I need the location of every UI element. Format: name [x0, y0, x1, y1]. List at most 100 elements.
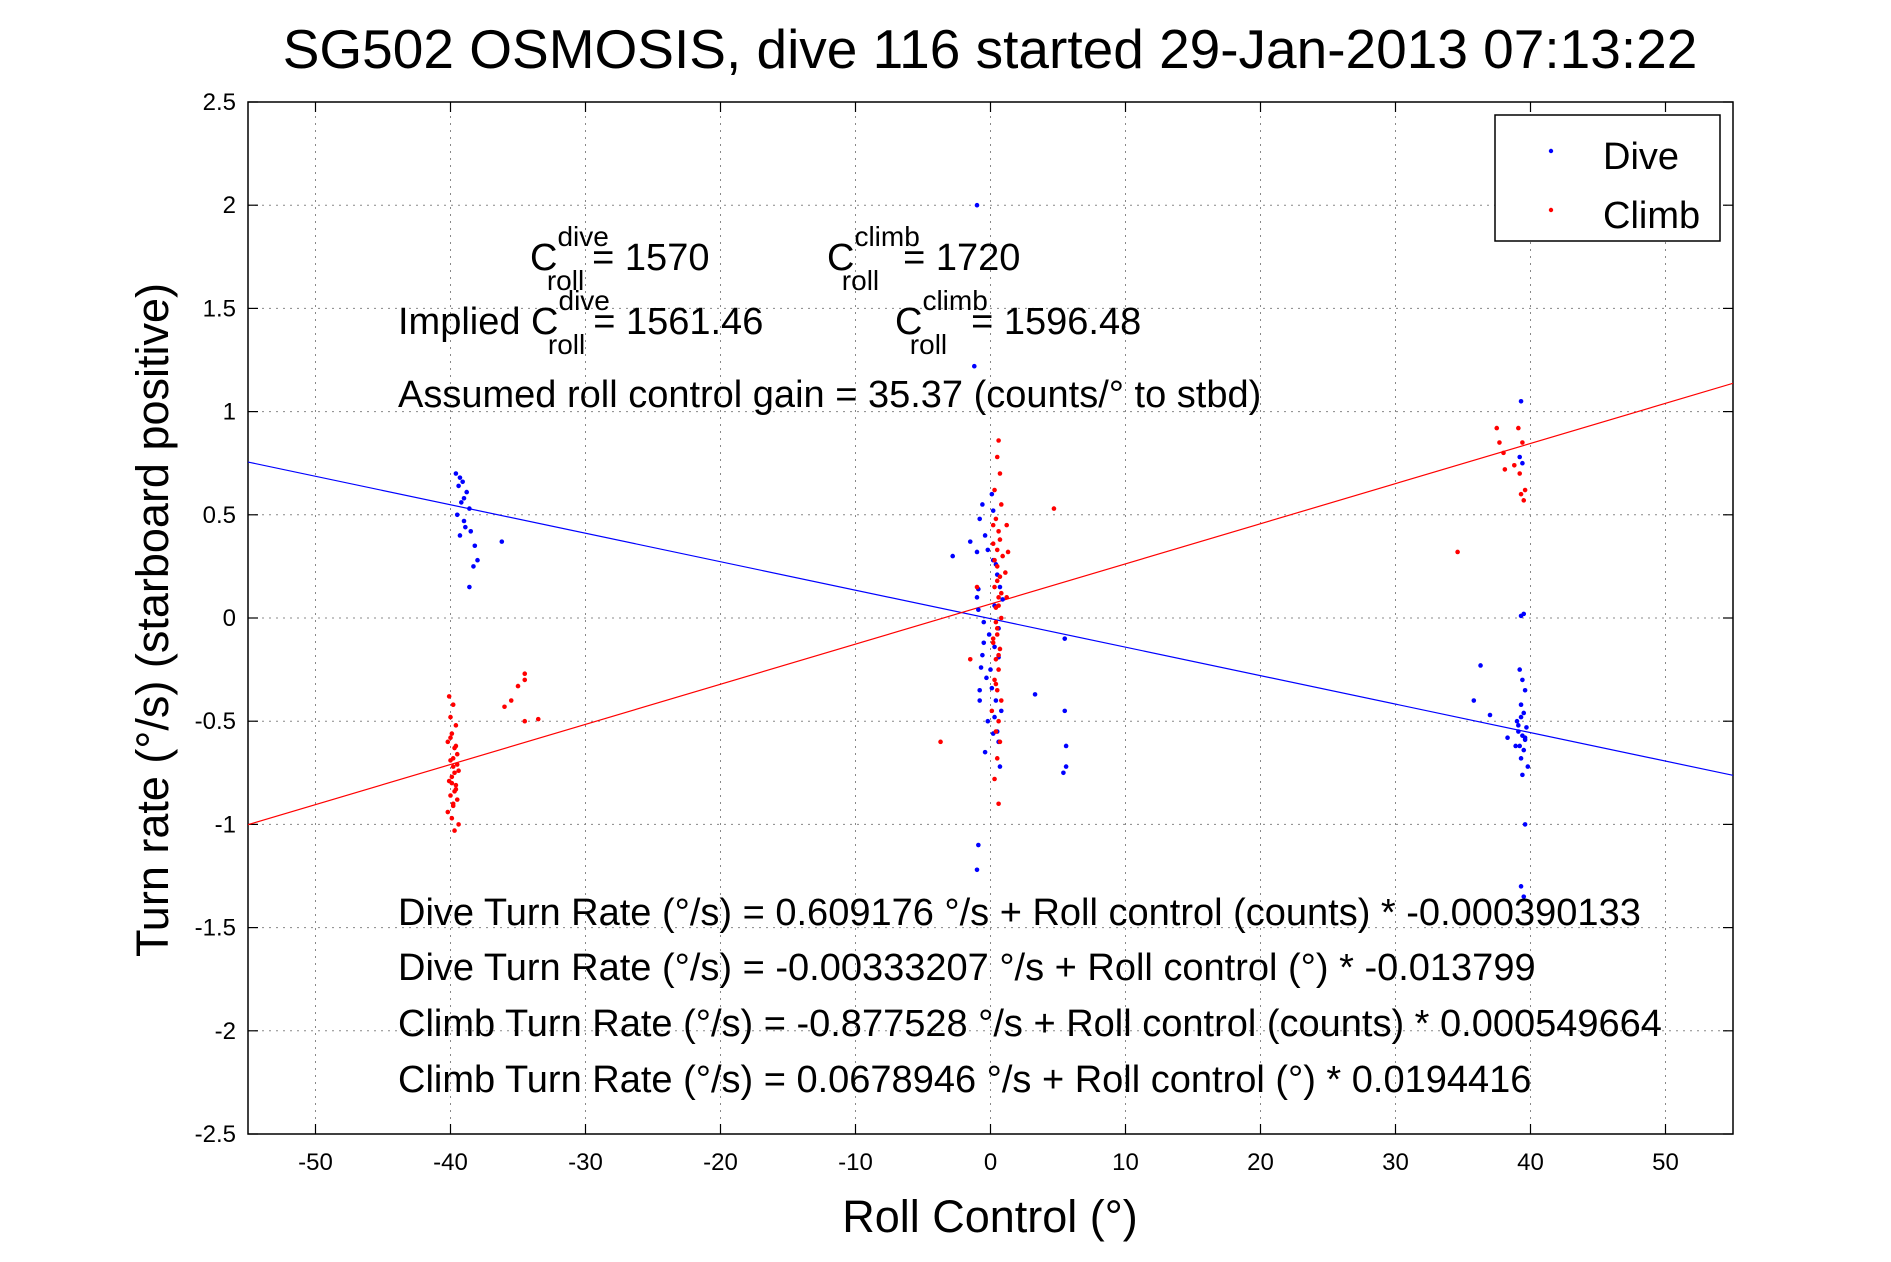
- dive-point: [978, 665, 984, 670]
- y-tick-label: -2: [215, 1018, 236, 1045]
- climb-point: [992, 487, 997, 493]
- climb-point: [974, 584, 980, 590]
- climb-point: [448, 714, 453, 720]
- dive-point: [456, 483, 461, 489]
- climb-point: [1494, 425, 1500, 431]
- climb-point: [1455, 549, 1460, 555]
- legend-box: [1494, 114, 1721, 242]
- dive-point: [1513, 743, 1518, 749]
- dive-point: [980, 652, 985, 658]
- dive-point: [1487, 712, 1493, 718]
- dive-point: [992, 644, 997, 650]
- climb-point: [522, 677, 528, 683]
- dive-point: [467, 506, 472, 511]
- dive-point: [1522, 822, 1528, 827]
- climb-point: [454, 762, 460, 767]
- dive-point: [1521, 747, 1527, 753]
- climb-point: [994, 578, 1000, 584]
- climb-point: [997, 537, 1003, 542]
- climb-point: [996, 667, 1001, 672]
- dive-point: [1063, 764, 1069, 769]
- x-tick-label: 0: [984, 1149, 997, 1176]
- climb-point: [452, 770, 457, 776]
- climb-equation-degrees: Climb Turn Rate (°/s) = 0.0678946 °/s + …: [398, 1059, 1531, 1101]
- dive-point: [984, 675, 989, 681]
- dive-point: [454, 512, 460, 518]
- climb-point: [992, 677, 997, 683]
- dive-point: [475, 557, 480, 563]
- climb-points: [445, 425, 1528, 833]
- climb-point: [448, 735, 453, 741]
- climb-point: [452, 828, 457, 833]
- y-tick-label: 0: [223, 605, 236, 632]
- dive-point: [993, 698, 999, 703]
- dive-point: [499, 539, 505, 544]
- climb-point: [990, 522, 996, 528]
- dive-point: [463, 524, 468, 530]
- climb-point: [996, 529, 1001, 534]
- legend-climb-label: Climb: [1603, 195, 1700, 237]
- y-tick-labels: -2.5 -2 -1.5 -1 -0.5 0 0.5 1 1.5 2 2.5: [195, 89, 236, 1148]
- climb-point: [993, 516, 999, 522]
- dive-point: [999, 708, 1004, 714]
- climb-point: [449, 815, 455, 821]
- dive-point: [460, 479, 465, 485]
- climb-point: [996, 652, 1001, 658]
- dive-point: [1522, 735, 1528, 741]
- climb-point: [535, 716, 541, 722]
- dive-point: [989, 491, 995, 497]
- dive-point: [980, 502, 985, 507]
- climb-point: [448, 793, 453, 798]
- climb-point: [1003, 570, 1008, 575]
- dive-points: [453, 202, 1531, 899]
- dive-point: [974, 202, 980, 208]
- x-tick-label: 30: [1382, 1149, 1409, 1176]
- dive-point: [1518, 613, 1524, 619]
- y-tick-label: -0.5: [195, 708, 236, 735]
- dive-point: [950, 553, 955, 559]
- dive-point: [997, 764, 1003, 769]
- climb-point: [996, 595, 1001, 600]
- climb-point: [996, 438, 1001, 443]
- climb-point: [456, 822, 461, 827]
- dive-point: [974, 549, 980, 555]
- dive-point: [989, 685, 995, 691]
- y-tick-label: -2.5: [195, 1121, 236, 1148]
- climb-point: [994, 454, 1000, 460]
- dive-point: [464, 489, 470, 495]
- legend-dive-label: Dive: [1603, 136, 1679, 178]
- dive-point: [1517, 743, 1522, 749]
- climb-point: [522, 718, 528, 724]
- climb-point: [508, 698, 514, 703]
- dive-point: [1524, 725, 1529, 730]
- dive-point: [1516, 723, 1521, 728]
- climb-point: [990, 640, 996, 646]
- climb-point: [1502, 467, 1508, 472]
- dive-point: [1478, 663, 1483, 668]
- climb-point: [997, 574, 1003, 580]
- climb-point: [450, 702, 456, 707]
- dive-point: [467, 584, 472, 590]
- legend: Dive Climb: [1494, 114, 1721, 242]
- y-tick-label: 1: [223, 399, 236, 426]
- dive-point: [1471, 698, 1477, 703]
- dive-point: [1514, 718, 1520, 724]
- climb-point: [997, 471, 1003, 476]
- climb-point: [992, 557, 997, 563]
- dive-point: [1520, 772, 1525, 778]
- climb-point: [1051, 506, 1057, 511]
- climb-point: [515, 683, 521, 689]
- dive-point: [985, 547, 991, 553]
- chart-title: SG502 OSMOSIS, dive 116 started 29-Jan-2…: [283, 18, 1698, 80]
- legend-dive-marker: [1548, 148, 1554, 154]
- dive-point: [1032, 692, 1038, 697]
- climb-point: [999, 615, 1004, 621]
- dive-point: [977, 516, 982, 522]
- y-tick-label: 2.5: [203, 89, 236, 116]
- x-tick-label: -20: [703, 1149, 738, 1176]
- dive-point: [461, 495, 467, 501]
- dive-point: [1505, 735, 1510, 741]
- climb-point: [994, 687, 1000, 693]
- dive-point: [981, 640, 987, 646]
